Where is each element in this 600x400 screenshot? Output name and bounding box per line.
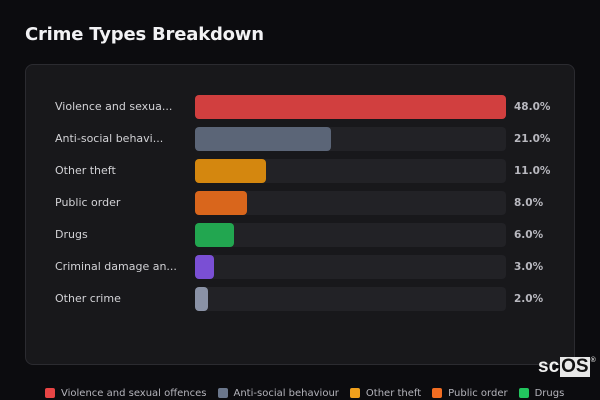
bar-track <box>195 223 506 247</box>
bar-label: Criminal damage an... <box>55 260 177 273</box>
bar-fill[interactable] <box>195 127 331 151</box>
bar-value: 2.0% <box>514 293 544 305</box>
bar-track <box>195 159 506 183</box>
bar-row: Public order 8.0% <box>26 191 574 215</box>
legend-swatch-icon <box>349 388 360 398</box>
legend-swatch-icon <box>518 388 529 398</box>
bar-label: Other theft <box>55 164 116 177</box>
bar-fill[interactable] <box>195 255 214 279</box>
bar-fill[interactable] <box>195 95 506 119</box>
logo-os-text: OS <box>560 356 590 377</box>
legend-label: Other theft <box>365 387 422 399</box>
legend-label: Anti-social behaviour <box>233 387 339 399</box>
legend-item[interactable]: Public order <box>432 387 508 399</box>
legend-swatch-icon <box>432 388 443 398</box>
bar-label: Anti-social behavi... <box>55 132 164 145</box>
legend-label: Public order <box>448 387 508 399</box>
legend-label: Drugs <box>534 387 565 399</box>
bar-fill[interactable] <box>195 223 234 247</box>
bar-value: 48.0% <box>514 101 551 113</box>
bar-value: 6.0% <box>514 229 544 241</box>
bar-row: Violence and sexua... 48.0% <box>26 95 574 119</box>
bar-row: Other crime 2.0% <box>26 287 574 311</box>
bar-fill[interactable] <box>195 287 208 311</box>
bar-label: Public order <box>55 196 121 209</box>
legend-swatch-icon <box>45 388 55 398</box>
logo-sc-text: sc <box>538 356 560 377</box>
scos-logo: sc OS ® <box>538 357 596 377</box>
bar-row: Criminal damage an... 3.0% <box>26 255 574 279</box>
bar-track <box>195 255 506 279</box>
legend-item[interactable]: Violence and sexual offences <box>45 388 207 399</box>
legend-swatch-icon <box>217 388 228 398</box>
legend-label: Violence and sexual offences <box>61 387 207 399</box>
bar-fill[interactable] <box>195 159 266 183</box>
chart-legend: Violence and sexual offences Anti-social … <box>45 386 575 400</box>
registered-mark-icon: ® <box>590 357 596 364</box>
legend-item[interactable]: Drugs <box>518 387 565 399</box>
bar-value: 3.0% <box>514 261 544 273</box>
bar-track <box>195 287 506 311</box>
bar-track <box>195 127 506 151</box>
chart-card: Violence and sexua... 48.0% Anti-social be… <box>25 64 575 365</box>
page-title: Crime Types Breakdown <box>25 24 264 45</box>
bar-row: Anti-social behavi... 21.0% <box>26 127 574 151</box>
bar-track <box>195 191 506 215</box>
bar-label: Drugs <box>55 228 88 241</box>
bar-label: Other crime <box>55 292 121 305</box>
bar-fill[interactable] <box>195 191 247 215</box>
legend-item[interactable]: Anti-social behaviour <box>217 387 339 399</box>
bar-row: Drugs 6.0% <box>26 223 574 247</box>
bar-track <box>195 95 506 119</box>
bar-value: 11.0% <box>514 165 551 177</box>
legend-item[interactable]: Other theft <box>349 387 422 399</box>
bar-label: Violence and sexua... <box>55 100 173 113</box>
bar-value: 8.0% <box>514 197 544 209</box>
bar-row: Other theft 11.0% <box>26 159 574 183</box>
bar-value: 21.0% <box>514 133 551 145</box>
